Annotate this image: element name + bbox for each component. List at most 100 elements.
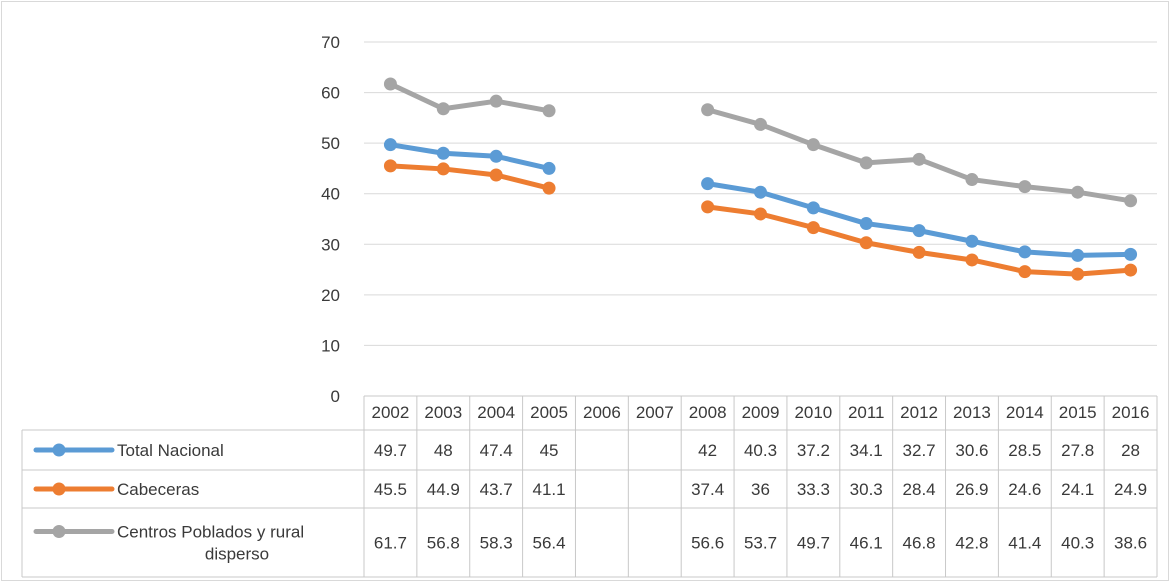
data-point — [542, 161, 556, 175]
table-value-cell: 42.8 — [955, 534, 988, 553]
data-point — [542, 104, 556, 118]
y-tick-label: 0 — [331, 387, 340, 406]
table-value-cell: 58.3 — [480, 534, 513, 553]
table-value-cell: 40.3 — [1061, 534, 1094, 553]
table-value-cell: 49.7 — [797, 534, 830, 553]
data-point — [806, 138, 820, 152]
table-value-cell: 37.4 — [691, 480, 724, 499]
table-value-cell: 56.4 — [532, 534, 565, 553]
legend-label: Centros Poblados y rural disperso — [117, 523, 304, 564]
x-category-label: 2013 — [953, 403, 991, 422]
series-2 — [383, 77, 1138, 208]
data-table: 2002 2003 2004 2005 2006 2007 2008 2009 2010 2011… — [21, 395, 1158, 578]
data-point — [754, 117, 767, 131]
table-value-cell: 24.6 — [1008, 480, 1041, 499]
table-value-cell: 41.1 — [532, 480, 565, 499]
data-point — [489, 168, 503, 182]
y-tick-label: 30 — [321, 235, 340, 254]
data-point — [489, 94, 503, 108]
x-category-label: 2006 — [583, 403, 621, 422]
table-value-cell: 36 — [751, 480, 770, 499]
data-point — [965, 253, 979, 267]
table-value-cell: 34.1 — [850, 441, 883, 460]
table-value-cell: 46.8 — [903, 534, 936, 553]
series-line — [387, 163, 552, 191]
data-point — [383, 138, 397, 152]
x-category-label: 2014 — [1006, 403, 1044, 422]
table-value-cell: 28.5 — [1008, 441, 1041, 460]
data-point — [965, 234, 979, 248]
data-point — [859, 217, 873, 231]
table-value-cell: 26.9 — [955, 480, 988, 499]
x-category-label: 2015 — [1059, 403, 1097, 422]
data-point — [965, 173, 979, 187]
x-category-label: 2011 — [848, 403, 885, 422]
legend-key-marker — [52, 525, 66, 538]
table-value-cell: 37.2 — [797, 441, 830, 460]
series-0 — [383, 138, 1138, 262]
data-point — [912, 224, 926, 238]
data-point — [383, 159, 397, 173]
series-1 — [383, 159, 1138, 281]
table-value-cell: 40.3 — [744, 441, 777, 460]
table-value-cell: 45.5 — [374, 480, 407, 499]
x-category-label: 2010 — [794, 403, 832, 422]
series-line — [387, 81, 552, 114]
table-value-cell: 44.9 — [427, 480, 460, 499]
x-category-label: 2008 — [689, 403, 727, 422]
data-point — [383, 77, 397, 91]
legend-key-marker — [52, 443, 66, 457]
table-value-cell: 32.7 — [903, 441, 936, 460]
x-category-label: 2007 — [636, 403, 674, 422]
legend-label: Cabeceras — [117, 480, 199, 499]
y-tick-label: 70 — [321, 33, 340, 52]
table-value-cell: 48 — [434, 441, 453, 460]
table-value-cell: 53.7 — [744, 534, 777, 553]
data-point — [1018, 245, 1032, 259]
data-point — [701, 103, 715, 117]
x-category-label: 2004 — [477, 403, 515, 422]
data-point — [1018, 265, 1032, 279]
table-value-cell: 42 — [698, 441, 717, 460]
table-value-cell: 47.4 — [480, 441, 513, 460]
series-line — [387, 142, 552, 171]
legend-label: Total Nacional — [117, 441, 224, 460]
table-value-cell: 24.9 — [1114, 480, 1147, 499]
data-point — [912, 245, 926, 259]
table-value-cell: 45 — [540, 441, 559, 460]
table-value-cell: 28.4 — [903, 480, 936, 499]
data-point — [489, 149, 503, 163]
legend-key-marker — [52, 482, 66, 496]
data-point — [701, 177, 715, 191]
data-point — [1071, 248, 1085, 262]
table-value-cell: 56.8 — [427, 534, 460, 553]
x-category-label: 2003 — [424, 403, 462, 422]
y-tick-label: 60 — [321, 84, 340, 103]
table-value-cell: 30.6 — [955, 441, 988, 460]
data-point — [912, 152, 926, 166]
data-point — [754, 185, 767, 199]
table-value-cell: 24.1 — [1061, 480, 1094, 499]
y-tick-label: 20 — [321, 286, 340, 305]
data-point — [436, 102, 450, 116]
data-point — [1124, 263, 1138, 277]
data-point — [806, 221, 820, 235]
data-point — [1124, 194, 1138, 208]
plot-series — [383, 77, 1138, 281]
table-value-cell: 33.3 — [797, 480, 830, 499]
x-category-label: 2005 — [530, 403, 568, 422]
data-point — [542, 181, 556, 195]
table-value-cell: 61.7 — [374, 534, 407, 553]
x-category-label: 2009 — [742, 403, 780, 422]
table-value-cell: 56.6 — [691, 534, 724, 553]
data-point — [436, 162, 450, 176]
x-category-label: 2012 — [900, 403, 938, 422]
data-point — [859, 236, 873, 250]
data-point — [701, 200, 715, 214]
y-axis-ticks: 0 10 20 30 40 50 60 70 — [321, 33, 340, 406]
table-value-cell: 43.7 — [480, 480, 513, 499]
table-value-cell: 27.8 — [1061, 441, 1094, 460]
table-value-cell: 28 — [1121, 441, 1140, 460]
